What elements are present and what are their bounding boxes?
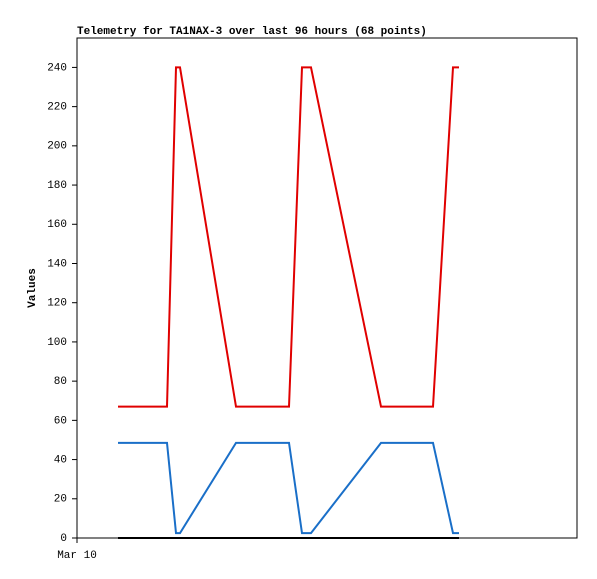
y-tick-label: 20 xyxy=(54,494,67,506)
y-axis-label: Values xyxy=(27,268,39,308)
y-tick-label: 140 xyxy=(47,258,67,270)
y-tick-label: 40 xyxy=(54,454,67,466)
data-line xyxy=(118,66,459,408)
data-line xyxy=(118,441,459,535)
y-tick-label: 120 xyxy=(47,298,67,310)
y-tick-label: 200 xyxy=(47,141,67,153)
y-tick-label: 100 xyxy=(47,337,67,349)
y-tick-label: 0 xyxy=(60,533,67,545)
y-tick-label: 80 xyxy=(54,376,67,388)
y-tick-label: 160 xyxy=(47,219,67,231)
x-tick-label: Mar 10 xyxy=(57,550,97,562)
y-tick-label: 60 xyxy=(54,415,67,427)
y-tick-label: 180 xyxy=(47,180,67,192)
y-tick-label: 240 xyxy=(47,62,67,74)
chart-title: Telemetry for TA1NAX-3 over last 96 hour… xyxy=(77,26,427,38)
y-tick-label: 220 xyxy=(47,102,67,114)
